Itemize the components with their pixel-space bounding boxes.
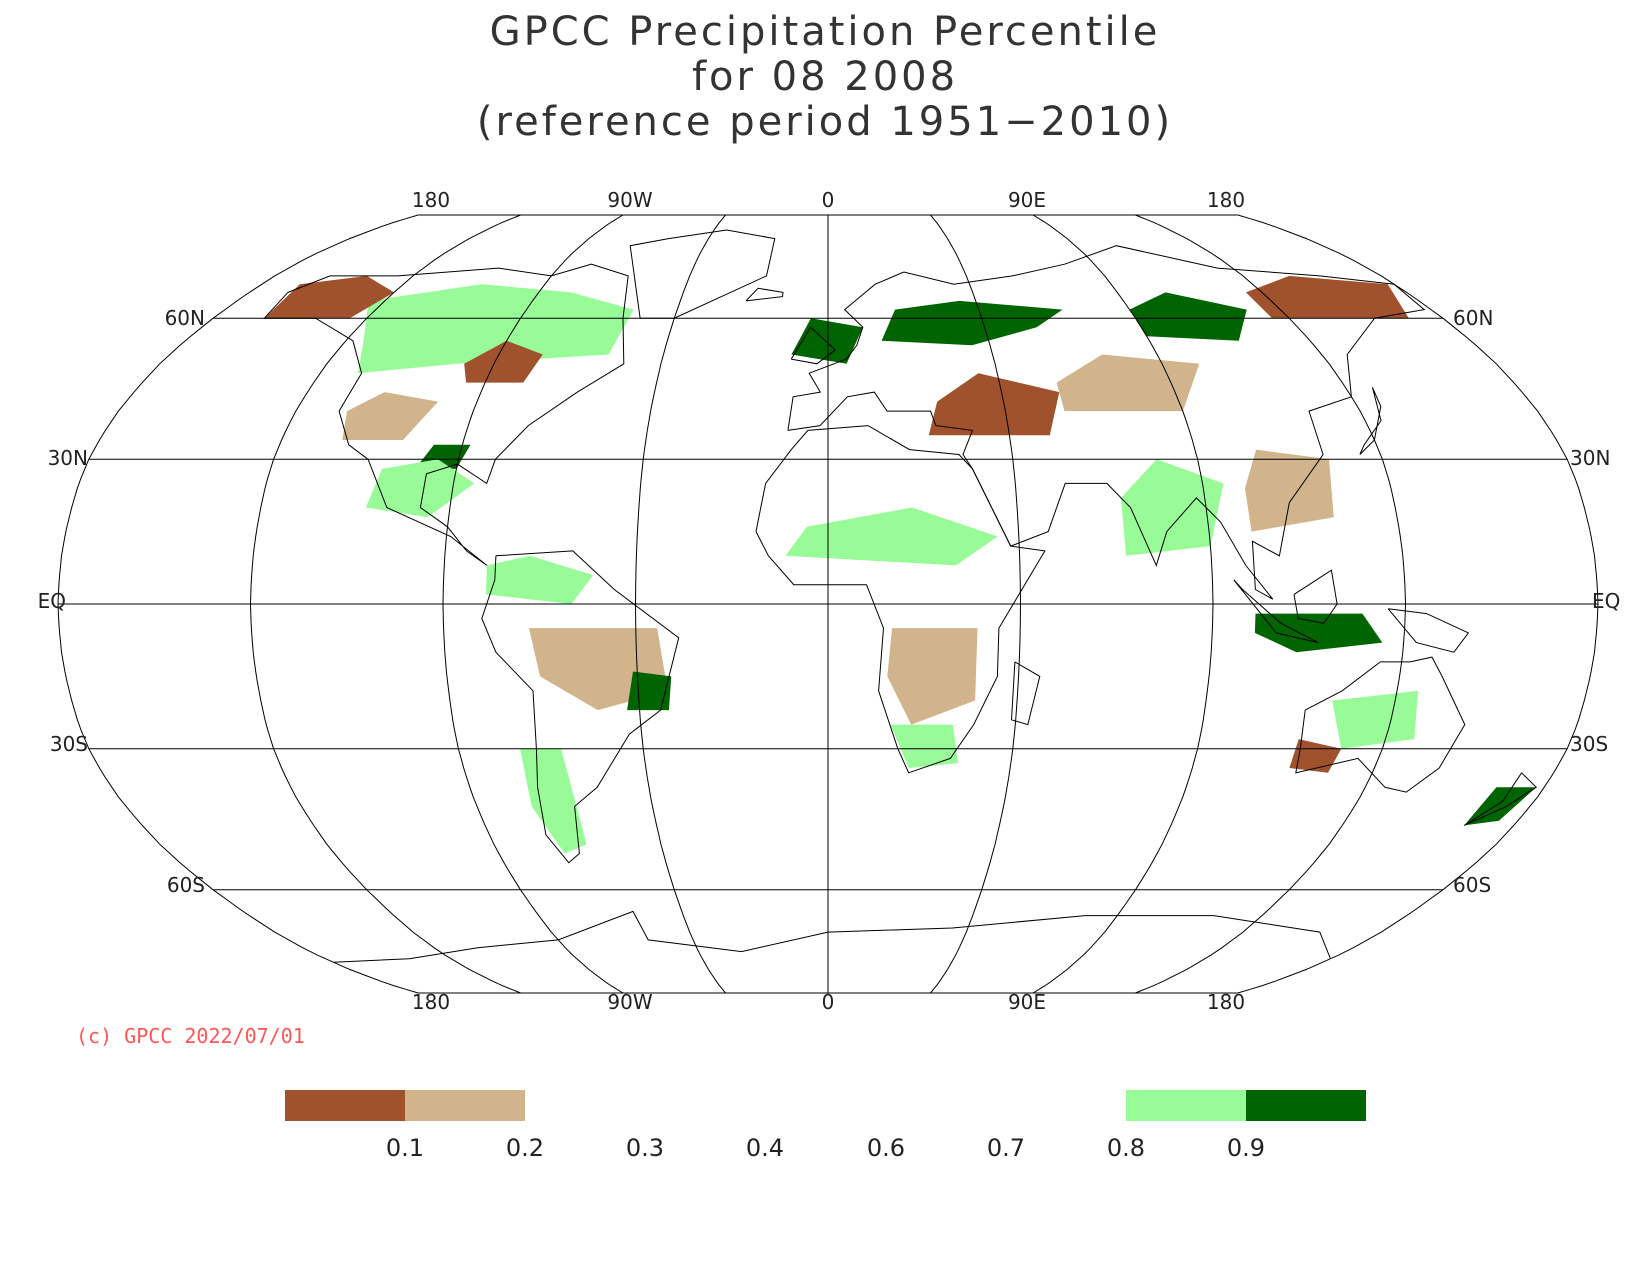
legend-box-dry: [405, 1090, 525, 1121]
copyright-notice: (c) GPCC 2022/07/01: [76, 1024, 305, 1048]
lat-label-right-60s: 60S: [1453, 873, 1491, 897]
top-lon-label: 0: [822, 188, 835, 212]
coastline-11: [1387, 608, 1470, 653]
legend-box-wet: [1126, 1090, 1246, 1121]
coastline-5: [1295, 656, 1466, 793]
lat-label-left-60s: 60S: [167, 873, 205, 897]
anomaly-cell-vd-1: [264, 275, 394, 319]
bottom-lon-label: 180: [1207, 990, 1245, 1014]
anomaly-cell-vw-24: [1464, 787, 1537, 826]
bottom-lon-label: 90W: [607, 990, 652, 1014]
title-line-3: (reference period 1951−2010): [476, 99, 1174, 145]
coastline-4: [755, 425, 1046, 774]
anomaly-cell-w-19: [1121, 459, 1224, 556]
coastline-10: [1293, 569, 1338, 624]
coastline-7: [790, 326, 837, 365]
map-title: GPCC Precipitation Percentile for 08 200…: [0, 10, 1650, 145]
anomaly-cell-vd-23: [1289, 739, 1342, 773]
anomaly-cell-d-20: [1245, 449, 1334, 532]
coastline-8: [1359, 387, 1382, 455]
anomaly-cell-w-22: [1332, 690, 1419, 749]
legend-label: 0.7: [986, 1134, 1026, 1162]
bottom-lon-label: 90E: [1008, 990, 1046, 1014]
title-line-1: GPCC Precipitation Percentile: [489, 9, 1161, 55]
coastline-2: [629, 229, 776, 319]
coastline-14: [745, 287, 784, 302]
coastline-9: [1233, 579, 1319, 644]
world-map: 180 90W 0 90E 180 180 90W 0 90E 180 60N …: [38, 188, 1621, 1014]
anomaly-cell-vd-15: [1245, 275, 1409, 319]
coastline-1: [481, 550, 680, 864]
coastline-12: [1463, 772, 1537, 826]
anomaly-cell-w-4: [365, 459, 475, 518]
lat-label-right-60n: 60N: [1453, 306, 1493, 330]
legend-label: 0.3: [625, 1134, 665, 1162]
lat-label-right-30s: 30S: [1570, 732, 1608, 756]
legend-label: 0.2: [505, 1134, 545, 1162]
lat-label-right-eq: EQ: [1592, 589, 1620, 613]
legend-label: 0.4: [745, 1134, 785, 1162]
top-lon-label: 180: [1207, 188, 1245, 212]
coastline-6: [333, 910, 1331, 963]
title-line-2: for 08 2008: [691, 54, 959, 100]
coastline-13: [1010, 661, 1041, 726]
anomaly-cell-d-17: [887, 628, 978, 725]
color-legend: 0.1 0.2 0.3 0.4 0.6 0.7 0.8 0.9: [0, 1090, 1650, 1170]
lat-label-left-30s: 30S: [50, 732, 88, 756]
bottom-lon-label: 180: [412, 990, 450, 1014]
legend-box-very-dry: [285, 1090, 405, 1121]
lat-label-left-30n: 30N: [48, 446, 88, 470]
lat-label-left-eq: EQ: [38, 589, 66, 613]
anomaly-cell-d-14: [1056, 354, 1200, 412]
anomaly-cell-vw-12: [1129, 292, 1247, 341]
anomaly-cell-w-18: [890, 724, 958, 768]
axis-labels: 180 90W 0 90E 180 180 90W 0 90E 180 60N …: [38, 188, 1621, 1014]
coastline-3: [787, 245, 1426, 600]
legend-label: 0.6: [866, 1134, 906, 1162]
legend-box-very-wet: [1246, 1090, 1366, 1121]
bottom-lon-label: 0: [822, 990, 835, 1014]
legend-label: 0.9: [1226, 1134, 1266, 1162]
anomaly-cell-w-0: [357, 284, 634, 374]
anomaly-cell-w-16: [785, 507, 998, 566]
anomaly-cell-vd-2: [464, 340, 543, 383]
lat-label-left-60n: 60N: [165, 306, 205, 330]
top-lon-label: 180: [412, 188, 450, 212]
anomaly-cell-d-5: [342, 392, 439, 440]
graticule: [57, 214, 1599, 994]
land-outlines: [263, 229, 1537, 963]
anomaly-cell-vw-21: [1254, 613, 1383, 653]
legend-label: 0.1: [385, 1134, 425, 1162]
lat-label-right-30n: 30N: [1570, 446, 1610, 470]
anomaly-cell-vw-9: [627, 671, 672, 711]
anomaly-cell-vw-11: [881, 300, 1063, 346]
top-lon-label: 90W: [607, 188, 652, 212]
precipitation-anomaly-cells: [264, 275, 1537, 854]
anomaly-cell-w-6: [486, 555, 594, 604]
coastline-0: [263, 263, 629, 566]
top-lon-label: 90E: [1008, 188, 1046, 212]
anomaly-cell-vd-13: [928, 373, 1060, 436]
anomaly-cell-w-8: [520, 748, 587, 854]
legend-label: 0.8: [1106, 1134, 1146, 1162]
